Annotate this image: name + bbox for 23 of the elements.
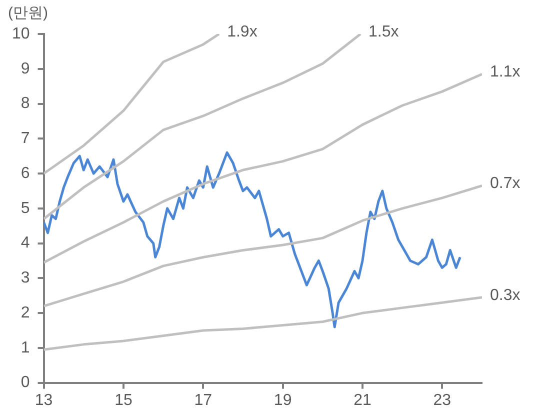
- y-tick-label: 4: [20, 234, 30, 252]
- y-tick-label: 6: [20, 164, 30, 182]
- x-tick-label: 15: [114, 392, 132, 409]
- series-label: 1.9x: [227, 23, 258, 40]
- y-tick-label: 7: [20, 130, 30, 148]
- y-tick-label: 9: [20, 60, 30, 78]
- series-label: 1.1x: [490, 64, 520, 81]
- x-tick-label: 13: [34, 392, 53, 409]
- y-tick-label: 2: [20, 304, 30, 322]
- y-tick-label: 3: [20, 270, 30, 287]
- x-tick-label: 19: [274, 392, 292, 409]
- x-tick-label: 21: [354, 392, 372, 409]
- series-label: 1.5x: [368, 23, 399, 40]
- x-tick-label: 17: [194, 392, 212, 409]
- y-tick-label: 10: [12, 25, 30, 42]
- series-label: 0.3x: [490, 286, 520, 304]
- y-tick-label: 8: [20, 95, 30, 112]
- y-axis-title: (만원): [8, 4, 48, 22]
- series-label: 0.7x: [490, 175, 520, 192]
- y-tick-label: 5: [20, 200, 30, 217]
- y-tick-label: 1: [20, 339, 30, 356]
- x-tick-label: 23: [433, 392, 452, 409]
- y-tick-label: 0: [20, 374, 30, 392]
